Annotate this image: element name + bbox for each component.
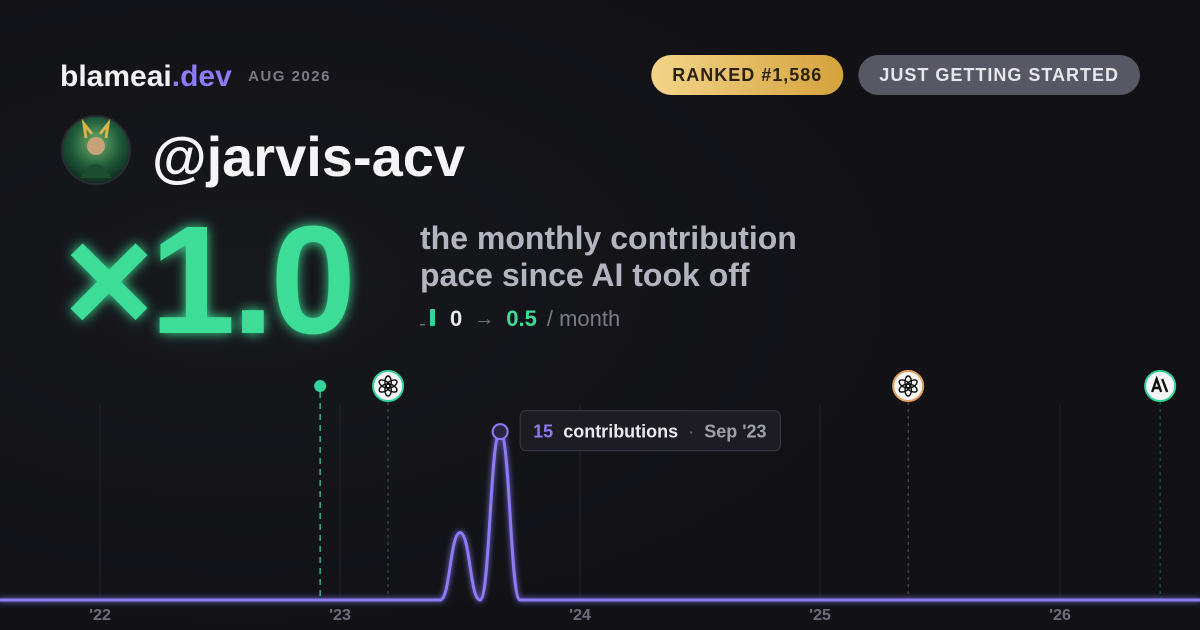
event-marker [1144,370,1177,600]
mini-bars-icon [420,309,435,326]
pace-unit: / month [547,306,620,331]
event-marker [372,370,405,600]
avatar [61,115,131,185]
rank-badge-bg [651,55,844,95]
rank-badge: RANKED #1,586 [651,55,844,95]
event-icon [892,370,925,402]
event-icon [372,370,405,402]
x-tick-label: '26 [1049,607,1071,624]
tooltip-bg [519,410,782,452]
handle: @jarvis-acv [152,125,465,188]
event-marker [892,370,925,600]
caption-line: pace since AI took off [420,257,750,293]
multiplier: ×1.0 [64,194,352,366]
event-dot [314,380,327,392]
caption-line: the monthly contribution [420,220,797,256]
brand: blameai [60,60,172,93]
series-line [0,430,1200,602]
icon-petal [898,379,911,389]
x-tick-label: '25 [809,607,831,624]
tooltip: 15 contributions · Sep '23 [519,410,782,452]
icon-petal [378,379,391,389]
tooltip-value: 15 [533,422,553,442]
highlight-point [491,423,509,441]
status-badge-text: JUST GETTING STARTED [879,65,1119,85]
tooltip-separator: · [688,422,694,442]
pace-arrow: → [474,308,494,330]
pace-after: 0.5 [506,306,537,331]
brand-suffix: .dev [172,60,232,93]
status-badge: JUST GETTING STARTED [858,55,1140,95]
event-marker [314,380,327,600]
x-tick-label: '23 [329,607,351,624]
tooltip-date: Sep '23 [704,422,766,442]
pace-before: 0 [450,306,462,331]
tooltip-label: contributions [563,422,678,442]
status-badge-bg [858,55,1140,95]
x-tick-label: '22 [89,607,111,624]
rank-badge-text: RANKED #1,586 [672,65,822,85]
date: AUG 2026 [248,68,331,85]
x-tick-label: '24 [569,607,591,624]
icon-glyph [1151,375,1169,393]
